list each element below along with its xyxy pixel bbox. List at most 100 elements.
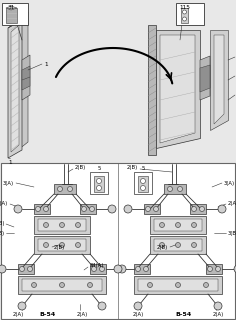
Polygon shape <box>160 35 195 143</box>
Text: 5: 5 <box>141 166 145 171</box>
Polygon shape <box>34 236 90 254</box>
Circle shape <box>177 187 182 191</box>
Polygon shape <box>150 216 206 234</box>
Circle shape <box>146 206 151 212</box>
Polygon shape <box>8 20 22 158</box>
Circle shape <box>58 187 63 191</box>
Polygon shape <box>148 25 156 155</box>
Text: 2(B): 2(B) <box>54 244 65 250</box>
Polygon shape <box>22 279 102 291</box>
Polygon shape <box>80 204 96 214</box>
Circle shape <box>43 222 49 228</box>
Circle shape <box>76 222 80 228</box>
Text: 3(B): 3(B) <box>228 230 236 236</box>
Polygon shape <box>206 264 222 274</box>
Circle shape <box>135 267 140 271</box>
Bar <box>176 3 204 25</box>
Text: 5: 5 <box>97 166 101 171</box>
Polygon shape <box>144 204 160 214</box>
Bar <box>90 172 108 194</box>
Circle shape <box>134 302 142 310</box>
Circle shape <box>215 267 220 271</box>
Polygon shape <box>154 239 202 251</box>
Circle shape <box>35 206 41 212</box>
Polygon shape <box>18 276 106 294</box>
Text: 2(A): 2(A) <box>12 312 24 317</box>
Text: 34(A): 34(A) <box>90 262 105 268</box>
Circle shape <box>114 265 122 273</box>
Circle shape <box>88 283 93 287</box>
Polygon shape <box>6 6 17 10</box>
Text: B-54: B-54 <box>175 312 191 317</box>
Bar <box>134 172 152 194</box>
Polygon shape <box>190 204 206 214</box>
Circle shape <box>92 267 97 271</box>
Circle shape <box>191 243 197 247</box>
Polygon shape <box>134 264 150 274</box>
Polygon shape <box>138 176 148 192</box>
Circle shape <box>176 222 181 228</box>
Circle shape <box>140 186 146 190</box>
Circle shape <box>140 179 146 183</box>
Text: 2(B): 2(B) <box>157 244 168 250</box>
Circle shape <box>124 205 132 213</box>
Text: 2(A): 2(A) <box>212 312 224 317</box>
Circle shape <box>160 222 164 228</box>
Circle shape <box>59 222 64 228</box>
Circle shape <box>160 243 164 247</box>
Circle shape <box>14 205 22 213</box>
Polygon shape <box>214 35 224 124</box>
Circle shape <box>182 17 186 21</box>
Circle shape <box>203 283 208 287</box>
Circle shape <box>234 265 236 273</box>
Text: 31: 31 <box>8 5 15 10</box>
Circle shape <box>43 206 49 212</box>
Polygon shape <box>200 56 210 100</box>
Circle shape <box>0 265 6 273</box>
Circle shape <box>43 243 49 247</box>
Polygon shape <box>181 8 188 23</box>
Circle shape <box>199 206 205 212</box>
Polygon shape <box>18 264 34 274</box>
Circle shape <box>98 302 106 310</box>
Text: 2(A): 2(A) <box>76 312 88 317</box>
Circle shape <box>18 302 26 310</box>
Polygon shape <box>34 204 50 214</box>
Polygon shape <box>164 184 186 194</box>
Circle shape <box>67 187 72 191</box>
Text: 1: 1 <box>44 61 48 67</box>
Polygon shape <box>38 219 86 231</box>
Bar <box>2 3 28 25</box>
Text: 2(A): 2(A) <box>132 312 144 317</box>
Polygon shape <box>34 216 90 234</box>
Text: 34(B): 34(B) <box>0 221 5 227</box>
Text: 2(B): 2(B) <box>75 165 86 171</box>
Polygon shape <box>18 12 28 150</box>
Circle shape <box>153 206 159 212</box>
Text: 3(A): 3(A) <box>3 180 14 186</box>
Polygon shape <box>134 276 222 294</box>
Polygon shape <box>138 279 218 291</box>
Circle shape <box>207 267 212 271</box>
Text: 2(B): 2(B) <box>127 165 138 171</box>
Circle shape <box>89 206 94 212</box>
Circle shape <box>214 302 222 310</box>
Circle shape <box>168 187 173 191</box>
Circle shape <box>108 205 116 213</box>
Circle shape <box>176 283 181 287</box>
Circle shape <box>100 267 105 271</box>
Polygon shape <box>38 239 86 251</box>
Circle shape <box>59 243 64 247</box>
Polygon shape <box>94 176 104 192</box>
Circle shape <box>31 283 37 287</box>
Polygon shape <box>22 66 30 90</box>
Circle shape <box>218 205 226 213</box>
Text: 115: 115 <box>179 5 190 10</box>
Circle shape <box>59 283 64 287</box>
Circle shape <box>76 243 80 247</box>
Polygon shape <box>22 55 30 100</box>
Polygon shape <box>154 219 202 231</box>
Circle shape <box>20 267 25 271</box>
Text: B-54: B-54 <box>40 312 56 317</box>
Polygon shape <box>150 236 206 254</box>
